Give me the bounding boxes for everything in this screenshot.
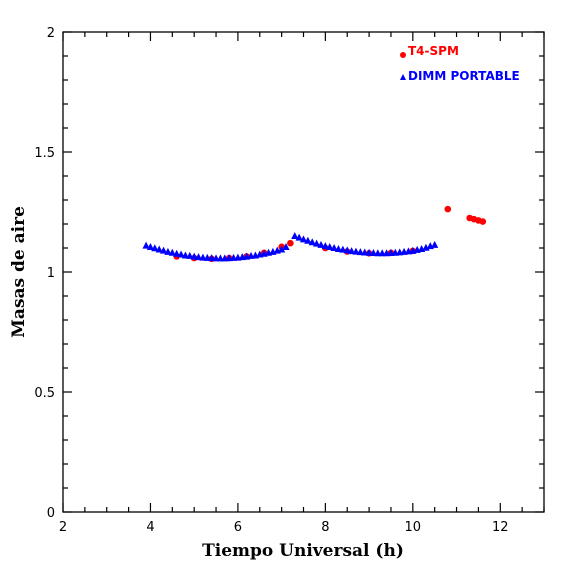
- dimm-point: [334, 244, 343, 252]
- t4-spm-point: [444, 205, 452, 213]
- legend-label-dimm: DIMM PORTABLE: [408, 69, 520, 83]
- dimm-point: [142, 241, 150, 249]
- dimm-point: [313, 239, 321, 247]
- dimm-point: [308, 238, 316, 246]
- y-axis-title: Masas de aire: [9, 206, 29, 338]
- y-tick-label: 2: [47, 26, 55, 41]
- dimm-point: [348, 247, 356, 255]
- x-tick-label: 12: [492, 520, 509, 535]
- dimm-point: [177, 250, 185, 258]
- dimm-point: [330, 244, 338, 251]
- dimm-point: [304, 236, 312, 244]
- x-tick-label: 8: [321, 520, 329, 535]
- y-tick-label: 1.5: [34, 146, 55, 161]
- dimm-point: [352, 247, 360, 255]
- dimm-point: [173, 249, 181, 257]
- dimm-point: [431, 240, 439, 248]
- dimm-point: [190, 252, 198, 260]
- plot-frame: [62, 31, 545, 513]
- dimm-point: [151, 244, 159, 252]
- dimm-point: [339, 245, 347, 253]
- dimm-point: [317, 240, 325, 248]
- dimm-point: [343, 246, 351, 254]
- data-points: [142, 205, 487, 263]
- y-tick-label: 0: [47, 506, 55, 521]
- dimm-point: [159, 246, 168, 254]
- legend-marker-dimm: [400, 74, 406, 80]
- y-tick-label: 1: [47, 266, 55, 281]
- axis-ticks: [62, 31, 545, 513]
- x-tick-label: 2: [59, 520, 67, 535]
- dimm-point: [168, 248, 176, 256]
- dimm-point: [181, 251, 190, 259]
- dimm-point: [295, 233, 303, 241]
- dimm-point: [356, 248, 364, 256]
- dimm-point: [194, 253, 203, 261]
- dimm-point: [164, 247, 172, 255]
- dimm-point: [326, 243, 334, 251]
- x-axis-title: Tiempo Universal (h): [202, 541, 404, 561]
- dimm-point: [186, 251, 194, 259]
- dimm-point: [321, 242, 329, 250]
- dimm-point: [278, 245, 286, 253]
- x-tick-label: 4: [146, 520, 154, 535]
- dimm-point: [282, 243, 290, 251]
- legend-label-t4: T4-SPM: [408, 44, 459, 58]
- dimm-point: [155, 245, 163, 253]
- t4-spm-point: [479, 218, 487, 225]
- dimm-point: [299, 235, 308, 243]
- legend-marker-t4: [400, 52, 406, 58]
- y-tick-label: 0.5: [34, 386, 55, 401]
- x-tick-label: 6: [234, 520, 242, 535]
- dimm-point: [146, 243, 155, 251]
- tick-labels: 2 4 6 8 10 12 0 0.5 1 1.5 2: [34, 26, 508, 535]
- t4-spm-point: [287, 239, 294, 247]
- dimm-point: [291, 232, 299, 239]
- legend: T4-SPM DIMM PORTABLE: [400, 44, 520, 83]
- x-tick-label: 10: [405, 520, 422, 535]
